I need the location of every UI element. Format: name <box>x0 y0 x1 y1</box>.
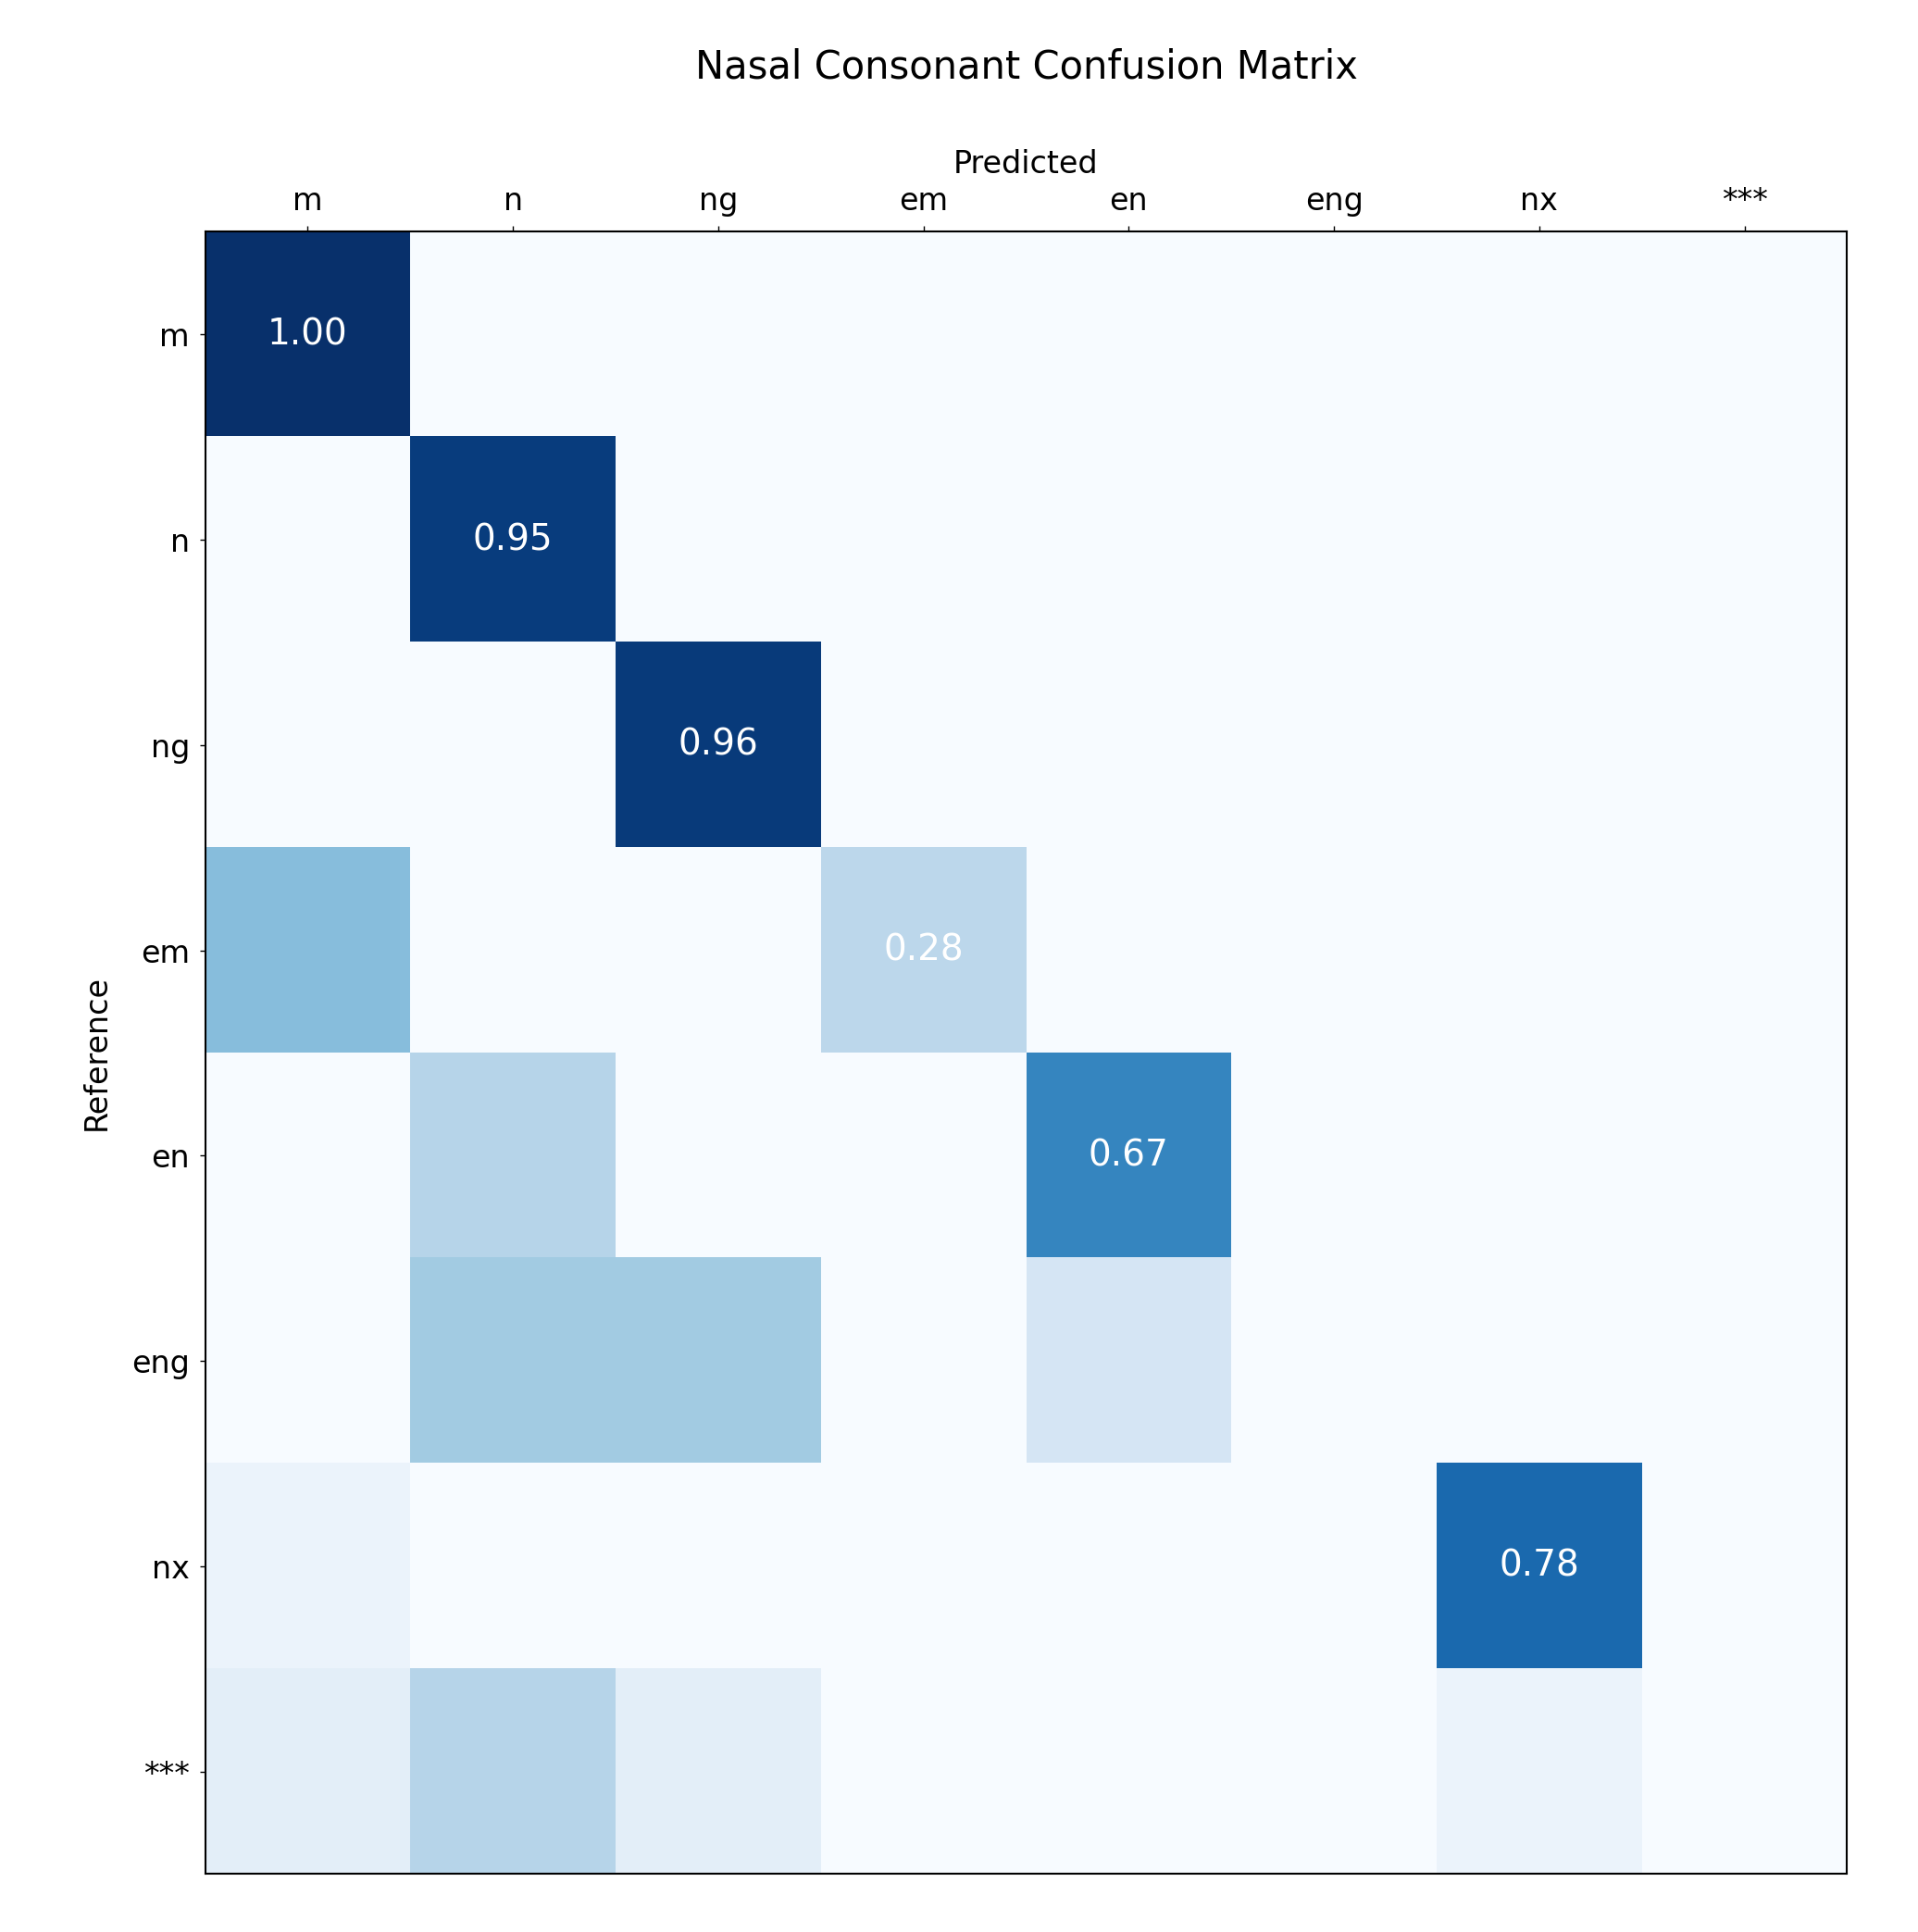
Title: Nasal Consonant Confusion Matrix: Nasal Consonant Confusion Matrix <box>694 48 1358 87</box>
Text: 0.78: 0.78 <box>1500 1549 1579 1584</box>
Text: 0.96: 0.96 <box>679 728 758 763</box>
X-axis label: Predicted: Predicted <box>953 149 1099 180</box>
Y-axis label: Reference: Reference <box>82 976 111 1130</box>
Text: 0.95: 0.95 <box>474 522 552 556</box>
Text: 1.00: 1.00 <box>267 317 347 352</box>
Text: 0.67: 0.67 <box>1089 1138 1168 1173</box>
Text: 0.28: 0.28 <box>884 933 963 968</box>
